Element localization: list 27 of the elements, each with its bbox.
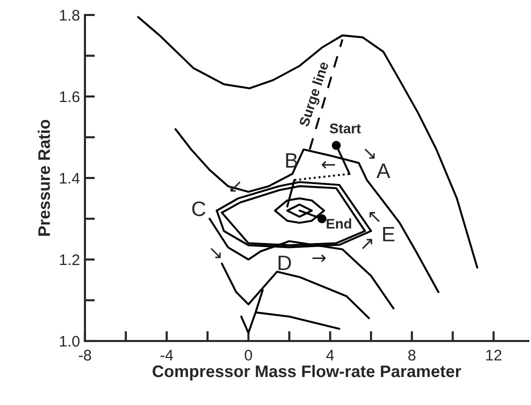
x-tick-label: 8 bbox=[408, 350, 416, 361]
annotation: B bbox=[286, 153, 298, 168]
y-tick-label: 1.2 bbox=[60, 254, 80, 266]
x-tick-label: -4 bbox=[160, 350, 174, 360]
annotation: ↖ bbox=[370, 212, 380, 222]
annotation: D bbox=[278, 256, 291, 270]
annotation: End bbox=[326, 218, 352, 229]
annotation: Surge line bbox=[298, 60, 332, 128]
y-axis-title: Pressure Ratio bbox=[38, 120, 50, 236]
annotation: ← bbox=[322, 160, 335, 169]
annotation: A bbox=[376, 164, 390, 178]
annotation: Start bbox=[330, 124, 361, 134]
x-axis-title: Compressor Mass Flow-rate Parameter bbox=[152, 364, 462, 381]
y-tick-label: 1.0 bbox=[60, 336, 80, 347]
annotation: E bbox=[383, 226, 394, 242]
x-tick-label: 0 bbox=[244, 350, 252, 361]
y-tick-label: 1.6 bbox=[60, 91, 80, 102]
annotation: ↘ bbox=[364, 148, 375, 159]
y-tick-label: 1.8 bbox=[60, 10, 80, 21]
x-tick-label: 4 bbox=[326, 350, 334, 360]
annotation: → bbox=[312, 254, 326, 262]
annotation: ↗ bbox=[362, 238, 372, 250]
x-tick-label: -8 bbox=[78, 350, 92, 361]
x-tick-label: 12 bbox=[486, 350, 502, 360]
annotation: C bbox=[192, 201, 206, 216]
y-tick-label: 1.4 bbox=[60, 173, 80, 184]
annotation: ↘ bbox=[210, 248, 221, 258]
